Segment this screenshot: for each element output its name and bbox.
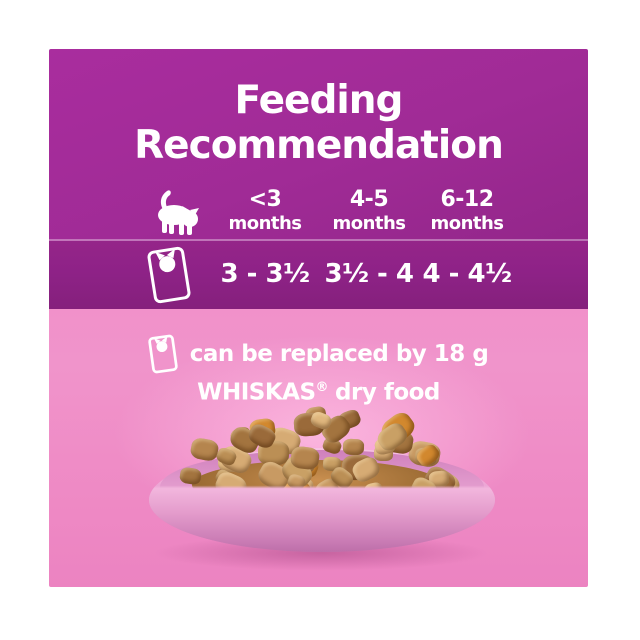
age-column-1: <3 months <box>215 187 315 234</box>
age-column-2: 4-5 months <box>319 187 419 234</box>
note-text-line1: can be replaced by 18 g <box>189 341 489 367</box>
row-divider <box>49 239 588 241</box>
age-range: 4-5 <box>349 187 389 212</box>
note-line1-row: can be replaced by 18 g <box>49 333 588 375</box>
pouch-count-row: 3 - 3½ 3½ - 4 4 - 4½ <box>49 241 588 309</box>
age-unit: months <box>430 213 504 234</box>
age-range: <3 <box>248 187 282 212</box>
purple-header-section: Feeding Recommendation <box>49 49 588 241</box>
pouch-count-3: 4 - 4½ <box>422 259 513 289</box>
page-title: Feeding Recommendation <box>49 78 588 168</box>
plate-front-rim <box>149 448 495 552</box>
note-line2-rest: dry food <box>335 379 440 406</box>
age-header-row: <3 months 4-5 months 6-12 months <box>49 187 588 241</box>
replacement-note: can be replaced by 18 g WHISKAS® dry food <box>49 333 588 407</box>
title-line1: Feeding <box>234 78 404 123</box>
age-unit: months <box>228 213 302 234</box>
age-range: 6-12 <box>440 187 494 212</box>
pink-section: can be replaced by 18 g WHISKAS® dry food <box>49 309 588 587</box>
title-line2: Recommendation <box>134 123 504 168</box>
registered-trademark: ® <box>315 380 329 395</box>
pouch-icon-small <box>146 333 179 375</box>
age-unit: months <box>332 213 406 234</box>
age-column-3: 6-12 months <box>417 187 517 234</box>
pouch-count-2: 3½ - 4 <box>324 259 415 289</box>
pouch-icon <box>145 244 193 306</box>
brand-name: WHISKAS <box>197 379 316 406</box>
kitten-icon <box>146 189 200 237</box>
pouch-count-1: 3 - 3½ <box>220 259 311 289</box>
feeding-recommendation-panel: Feeding Recommendation <box>49 49 588 587</box>
note-text-line2: WHISKAS® dry food <box>49 374 588 407</box>
